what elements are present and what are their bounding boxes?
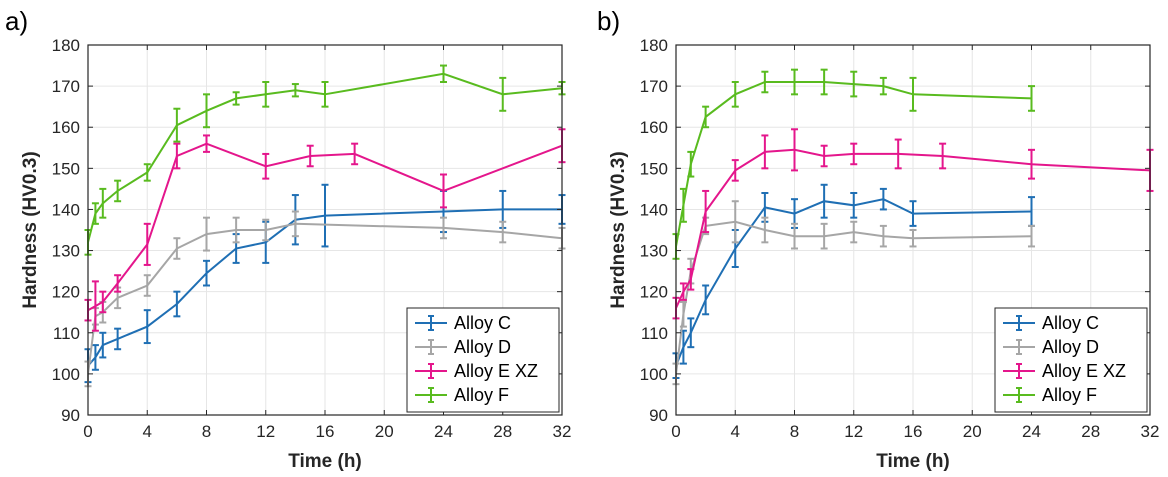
y-tick-label: 150 — [52, 159, 80, 178]
x-axis-title: Time (h) — [288, 451, 362, 472]
x-tick-label: 20 — [963, 422, 982, 441]
y-tick-label: 130 — [640, 242, 668, 261]
series-line — [87, 72, 563, 243]
x-tick-label: 16 — [904, 422, 923, 441]
legend: Alloy C Alloy D Alloy E XZ Alloy F — [994, 307, 1148, 413]
error-bar — [1028, 85, 1035, 112]
legend-label: Alloy E XZ — [1042, 361, 1126, 381]
x-tick-label: 0 — [83, 422, 92, 441]
legend-label: Alloy F — [454, 385, 509, 405]
series-line — [675, 220, 1032, 375]
legend-item: Alloy E XZ — [1003, 361, 1126, 381]
series-alloy-c — [672, 183, 1035, 379]
x-tick-label: 32 — [1141, 422, 1160, 441]
y-tick-label: 120 — [52, 283, 80, 302]
y-tick-label: 160 — [640, 118, 668, 137]
x-tick-label: 4 — [143, 422, 152, 441]
legend-item: Alloy C — [1003, 313, 1099, 333]
series-alloy-f — [672, 68, 1035, 260]
series-line — [675, 148, 1151, 309]
legend-item: Alloy D — [1003, 337, 1099, 357]
panel-label: a) — [5, 6, 28, 36]
y-tick-label: 180 — [52, 36, 80, 55]
x-tick-label: 28 — [493, 422, 512, 441]
legend-item: Alloy D — [415, 337, 511, 357]
y-tick-label: 100 — [52, 365, 80, 384]
y-tick-label: 90 — [649, 406, 668, 425]
legend-label: Alloy D — [1042, 337, 1099, 357]
y-tick-label: 130 — [52, 242, 80, 261]
y-tick-label: 120 — [640, 283, 668, 302]
y-tick-label: 110 — [53, 324, 80, 343]
x-tick-label: 24 — [1022, 422, 1041, 441]
y-tick-label: 140 — [52, 200, 80, 219]
panel-label: b) — [597, 6, 620, 36]
x-tick-label: 8 — [790, 422, 799, 441]
legend-label: Alloy C — [454, 313, 511, 333]
legend-label: Alloy C — [1042, 313, 1099, 333]
series-line — [675, 81, 1032, 247]
legend-item: Alloy F — [415, 385, 509, 405]
x-tick-label: 16 — [316, 422, 335, 441]
legend-item: Alloy E XZ — [415, 361, 538, 381]
x-tick-label: 0 — [671, 422, 680, 441]
series-line — [675, 198, 1032, 367]
y-tick-label: 150 — [640, 159, 668, 178]
y-tick-label: 100 — [640, 365, 668, 384]
x-tick-label: 8 — [202, 422, 211, 441]
x-axis-title: Time (h) — [876, 451, 950, 472]
x-tick-label: 4 — [731, 422, 740, 441]
legend: Alloy C Alloy D Alloy E XZ Alloy F — [406, 307, 560, 413]
y-tick-label: 90 — [61, 406, 80, 425]
y-tick-label: 110 — [641, 324, 668, 343]
y-tick-label: 170 — [52, 77, 80, 96]
y-tick-label: 140 — [640, 200, 668, 219]
y-axis-title: Hardness (HV0.3) — [20, 151, 41, 308]
series-line — [87, 208, 562, 367]
y-tick-label: 170 — [640, 77, 668, 96]
x-tick-label: 12 — [256, 422, 275, 441]
legend-label: Alloy F — [1042, 385, 1097, 405]
series-alloy-e-xz — [672, 128, 1154, 320]
x-tick-label: 20 — [375, 422, 394, 441]
chart-panel-1: a) 0 4 8 12 16 20 24 28 32 90 100 110 120 130 140 150 160… — [5, 6, 571, 472]
y-axis-title: Hardness (HV0.3) — [608, 151, 629, 308]
x-tick-label: 32 — [553, 422, 572, 441]
error-bar — [1028, 224, 1035, 248]
x-tick-label: 28 — [1081, 422, 1100, 441]
x-tick-label: 12 — [844, 422, 863, 441]
legend-label: Alloy D — [454, 337, 511, 357]
legend-label: Alloy E XZ — [454, 361, 538, 381]
x-tick-label: 24 — [434, 422, 453, 441]
y-tick-label: 160 — [52, 118, 80, 137]
y-tick-label: 180 — [640, 36, 668, 55]
series-line — [87, 142, 563, 312]
chart-panel-2: b) 0 4 8 12 16 20 24 28 32 90 100 110 120 130 140 150 160… — [597, 6, 1159, 472]
legend-item: Alloy C — [415, 313, 511, 333]
legend-item: Alloy F — [1003, 385, 1097, 405]
